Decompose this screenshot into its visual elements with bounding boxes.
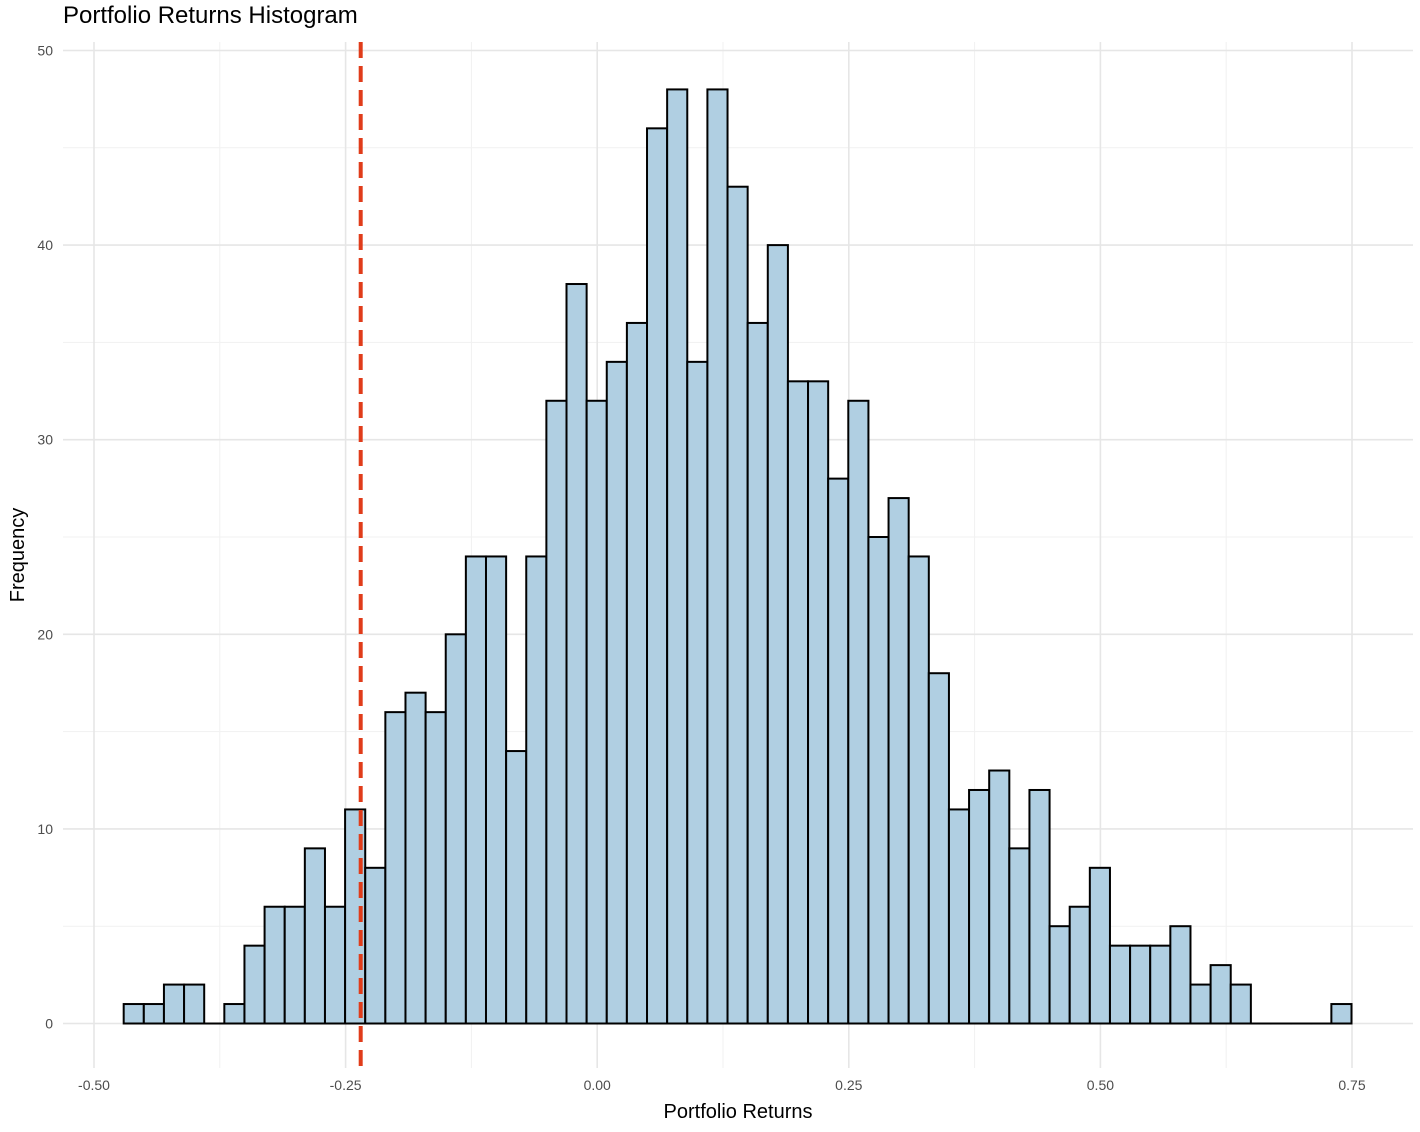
- x-tick-label: 0.50: [1087, 1077, 1114, 1093]
- histogram-bar: [1330, 1003, 1353, 1025]
- y-axis-ticks: 0 10 20 30 40 50: [37, 43, 53, 1032]
- x-tick-label: 0.00: [584, 1077, 611, 1093]
- histogram-bar: [605, 360, 628, 1025]
- y-tick-label: 0: [45, 1016, 53, 1032]
- histogram-bar: [786, 380, 810, 1025]
- histogram-bar: [1048, 925, 1071, 1025]
- histogram-bar: [1209, 964, 1232, 1025]
- y-tick-label: 50: [37, 43, 53, 59]
- histogram-bar: [766, 244, 789, 1025]
- histogram-bar: [907, 555, 930, 1025]
- histogram-bar: [706, 88, 729, 1025]
- histogram-bar: [827, 477, 850, 1025]
- histogram-bar: [686, 360, 709, 1025]
- histogram-bar: [1008, 847, 1031, 1025]
- histogram-bar: [484, 555, 508, 1025]
- histogram-bar: [1169, 925, 1192, 1025]
- histogram-bar: [364, 866, 387, 1025]
- chart-title: Portfolio Returns Histogram: [63, 2, 358, 29]
- x-tick-label: 0.75: [1338, 1077, 1365, 1093]
- histogram-bar: [847, 399, 870, 1025]
- histogram-bar: [646, 127, 669, 1025]
- x-tick-label: -0.50: [78, 1077, 110, 1093]
- histogram-bar: [947, 808, 971, 1025]
- histogram-bar: [1129, 944, 1152, 1025]
- histogram-bar: [726, 185, 749, 1025]
- y-tick-label: 40: [37, 237, 53, 253]
- histogram-bar: [1088, 866, 1111, 1025]
- histogram-bar: [867, 536, 890, 1025]
- histogram-bar: [162, 983, 186, 1025]
- histogram-bar: [1028, 788, 1051, 1025]
- y-axis-title: Frequency: [7, 508, 29, 603]
- histogram-bar: [545, 399, 568, 1025]
- histogram-bar: [263, 905, 286, 1025]
- y-tick-label: 10: [37, 821, 53, 837]
- histogram-bar: [384, 711, 407, 1025]
- histogram-bar: [223, 1003, 246, 1025]
- histogram-bar: [1068, 905, 1091, 1025]
- y-tick-label: 30: [37, 432, 53, 448]
- histogram-bar: [243, 944, 266, 1025]
- y-tick-label: 20: [37, 626, 53, 642]
- histogram-bar: [404, 691, 427, 1025]
- histogram-bar: [142, 1003, 165, 1025]
- histogram-bar: [988, 769, 1011, 1025]
- histogram-bar: [968, 788, 991, 1025]
- histogram-bar: [746, 321, 769, 1025]
- histogram-bar: [807, 380, 830, 1025]
- histogram-bar: [444, 633, 467, 1025]
- histogram-bar: [1189, 983, 1212, 1025]
- histogram-bar: [927, 672, 950, 1025]
- histogram-bar: [464, 555, 487, 1025]
- histogram-bar: [887, 497, 910, 1025]
- x-tick-label: -0.25: [330, 1077, 362, 1093]
- histogram-bar: [303, 847, 326, 1025]
- histogram-bar: [585, 399, 608, 1025]
- histogram-bar: [525, 555, 548, 1025]
- histogram-bar: [1229, 983, 1252, 1025]
- histogram-bars: [122, 88, 1353, 1025]
- histogram-bar: [565, 283, 588, 1025]
- histogram-bar: [505, 750, 528, 1025]
- histogram-bar: [1108, 944, 1132, 1025]
- histogram-bar: [122, 1003, 145, 1025]
- histogram-bar: [323, 905, 347, 1025]
- histogram-bar: [1149, 944, 1172, 1025]
- x-axis-title: Portfolio Returns: [664, 1101, 813, 1123]
- x-tick-label: 0.25: [835, 1077, 862, 1093]
- histogram-bar: [283, 905, 306, 1025]
- histogram-bar: [424, 711, 447, 1025]
- histogram-bar: [666, 88, 689, 1025]
- histogram-bar: [183, 983, 206, 1025]
- histogram-bar: [625, 321, 649, 1025]
- x-axis-ticks: -0.50 -0.25 0.00 0.25 0.50 0.75: [78, 1077, 1366, 1093]
